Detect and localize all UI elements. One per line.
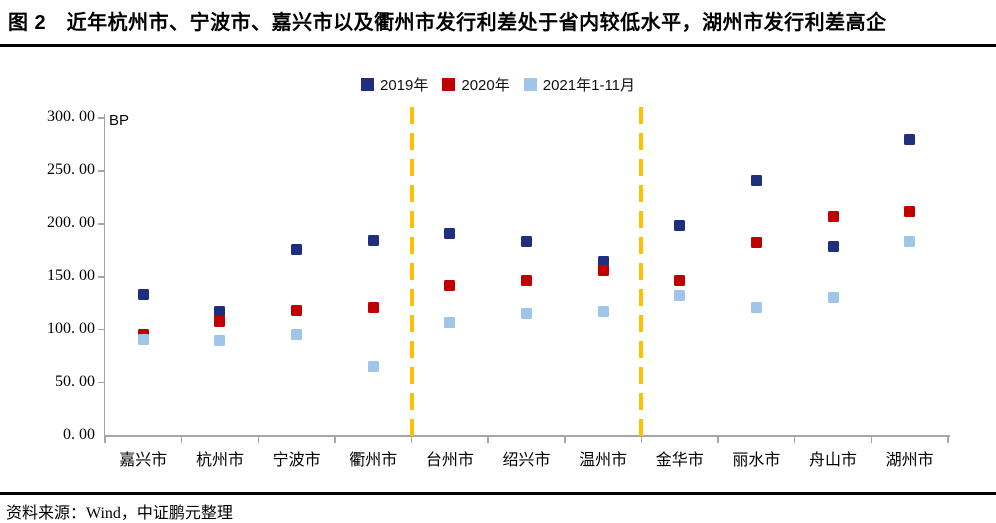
legend-swatch	[523, 78, 537, 91]
x-tick-label: 舟山市	[809, 451, 858, 469]
data-point-marker	[214, 315, 226, 327]
data-point-marker	[291, 329, 303, 341]
x-tick-label: 宁波市	[272, 451, 321, 469]
legend-label: 2020年	[461, 77, 510, 94]
y-tick-label: 100. 00	[47, 319, 95, 337]
x-tick	[947, 435, 949, 443]
x-tick-label: 温州市	[579, 451, 628, 469]
title-divider	[0, 44, 996, 47]
data-point-marker	[444, 279, 456, 291]
data-point-marker	[291, 243, 303, 255]
x-tick-label: 衢州市	[349, 451, 398, 469]
data-point-marker	[367, 235, 379, 247]
y-axis-line	[103, 114, 105, 438]
y-tick-label: 50. 00	[55, 372, 95, 390]
x-tick	[564, 435, 566, 443]
data-point-marker	[367, 361, 379, 373]
data-point-marker	[674, 290, 686, 302]
legend-item: 2021年1-11月	[523, 74, 636, 95]
legend-label: 2019年	[379, 77, 429, 94]
x-tick-label: 台州市	[425, 451, 474, 469]
data-point-marker	[214, 306, 226, 318]
data-point-marker	[291, 305, 303, 317]
data-point-marker	[904, 133, 916, 145]
figure-title: 图 2 近年杭州市、宁波市、嘉兴市以及衢州市发行利差处于省内较低水平，湖州市发行…	[8, 12, 887, 34]
data-point-marker	[444, 316, 456, 328]
legend-item: 2019年	[360, 74, 429, 95]
y-tick	[97, 381, 104, 384]
y-axis-unit-label: BP	[109, 112, 130, 129]
data-point-marker	[904, 236, 916, 248]
legend-swatch	[360, 78, 374, 91]
y-tick-label: 200. 00	[47, 213, 95, 231]
group-separator-line	[639, 107, 644, 445]
x-tick	[180, 435, 183, 443]
data-point-marker	[521, 236, 532, 248]
y-tick	[97, 328, 104, 331]
data-point-marker	[827, 240, 839, 252]
x-axis-line	[103, 434, 950, 437]
legend-item: 2020年	[442, 74, 510, 95]
x-tick	[717, 435, 719, 443]
data-point-marker	[137, 333, 149, 345]
x-tick	[870, 435, 873, 443]
x-tick-label: 绍兴市	[502, 451, 551, 469]
y-tick-label: 0. 00	[63, 425, 95, 443]
data-point-marker	[597, 264, 609, 276]
x-tick	[104, 435, 106, 443]
x-tick	[257, 435, 260, 443]
chart-legend: 2019年 2020年 2021年1-11月	[0, 74, 996, 95]
legend-swatch	[442, 78, 456, 91]
data-point-marker	[904, 205, 916, 217]
legend-label: 2021年1-11月	[542, 77, 636, 94]
y-tick	[97, 276, 104, 278]
source-note: 资料来源：Wind，中证鹏元整理	[6, 505, 233, 522]
y-tick-label: 250. 00	[47, 160, 95, 178]
data-point-marker	[827, 210, 839, 222]
data-point-marker	[674, 275, 686, 287]
source-divider	[0, 492, 996, 495]
data-point-marker	[214, 334, 226, 346]
data-point-marker	[750, 301, 762, 313]
x-tick-label: 湖州市	[885, 451, 934, 469]
data-point-marker	[367, 301, 379, 313]
x-tick	[793, 435, 796, 443]
data-point-marker	[137, 289, 149, 301]
y-tick	[97, 117, 104, 119]
y-tick-label: 300. 00	[47, 108, 95, 125]
data-point-marker	[521, 275, 532, 287]
data-point-marker	[674, 220, 686, 232]
x-tick	[334, 435, 336, 443]
x-tick-label: 金华市	[655, 451, 704, 469]
data-point-marker	[444, 227, 456, 239]
data-point-marker	[597, 306, 609, 318]
x-tick-label: 杭州市	[195, 451, 244, 469]
data-point-marker	[827, 292, 839, 304]
data-point-marker	[521, 308, 532, 320]
x-tick	[487, 435, 489, 443]
data-point-marker	[597, 256, 609, 268]
group-separator-line	[409, 107, 414, 445]
y-tick	[97, 223, 104, 225]
y-tick	[97, 170, 104, 172]
x-tick-label: 丽水市	[732, 451, 781, 469]
x-tick-label: 嘉兴市	[119, 451, 168, 469]
data-point-marker	[750, 174, 762, 186]
data-point-marker	[750, 237, 762, 249]
y-tick-label: 150. 00	[47, 266, 95, 284]
